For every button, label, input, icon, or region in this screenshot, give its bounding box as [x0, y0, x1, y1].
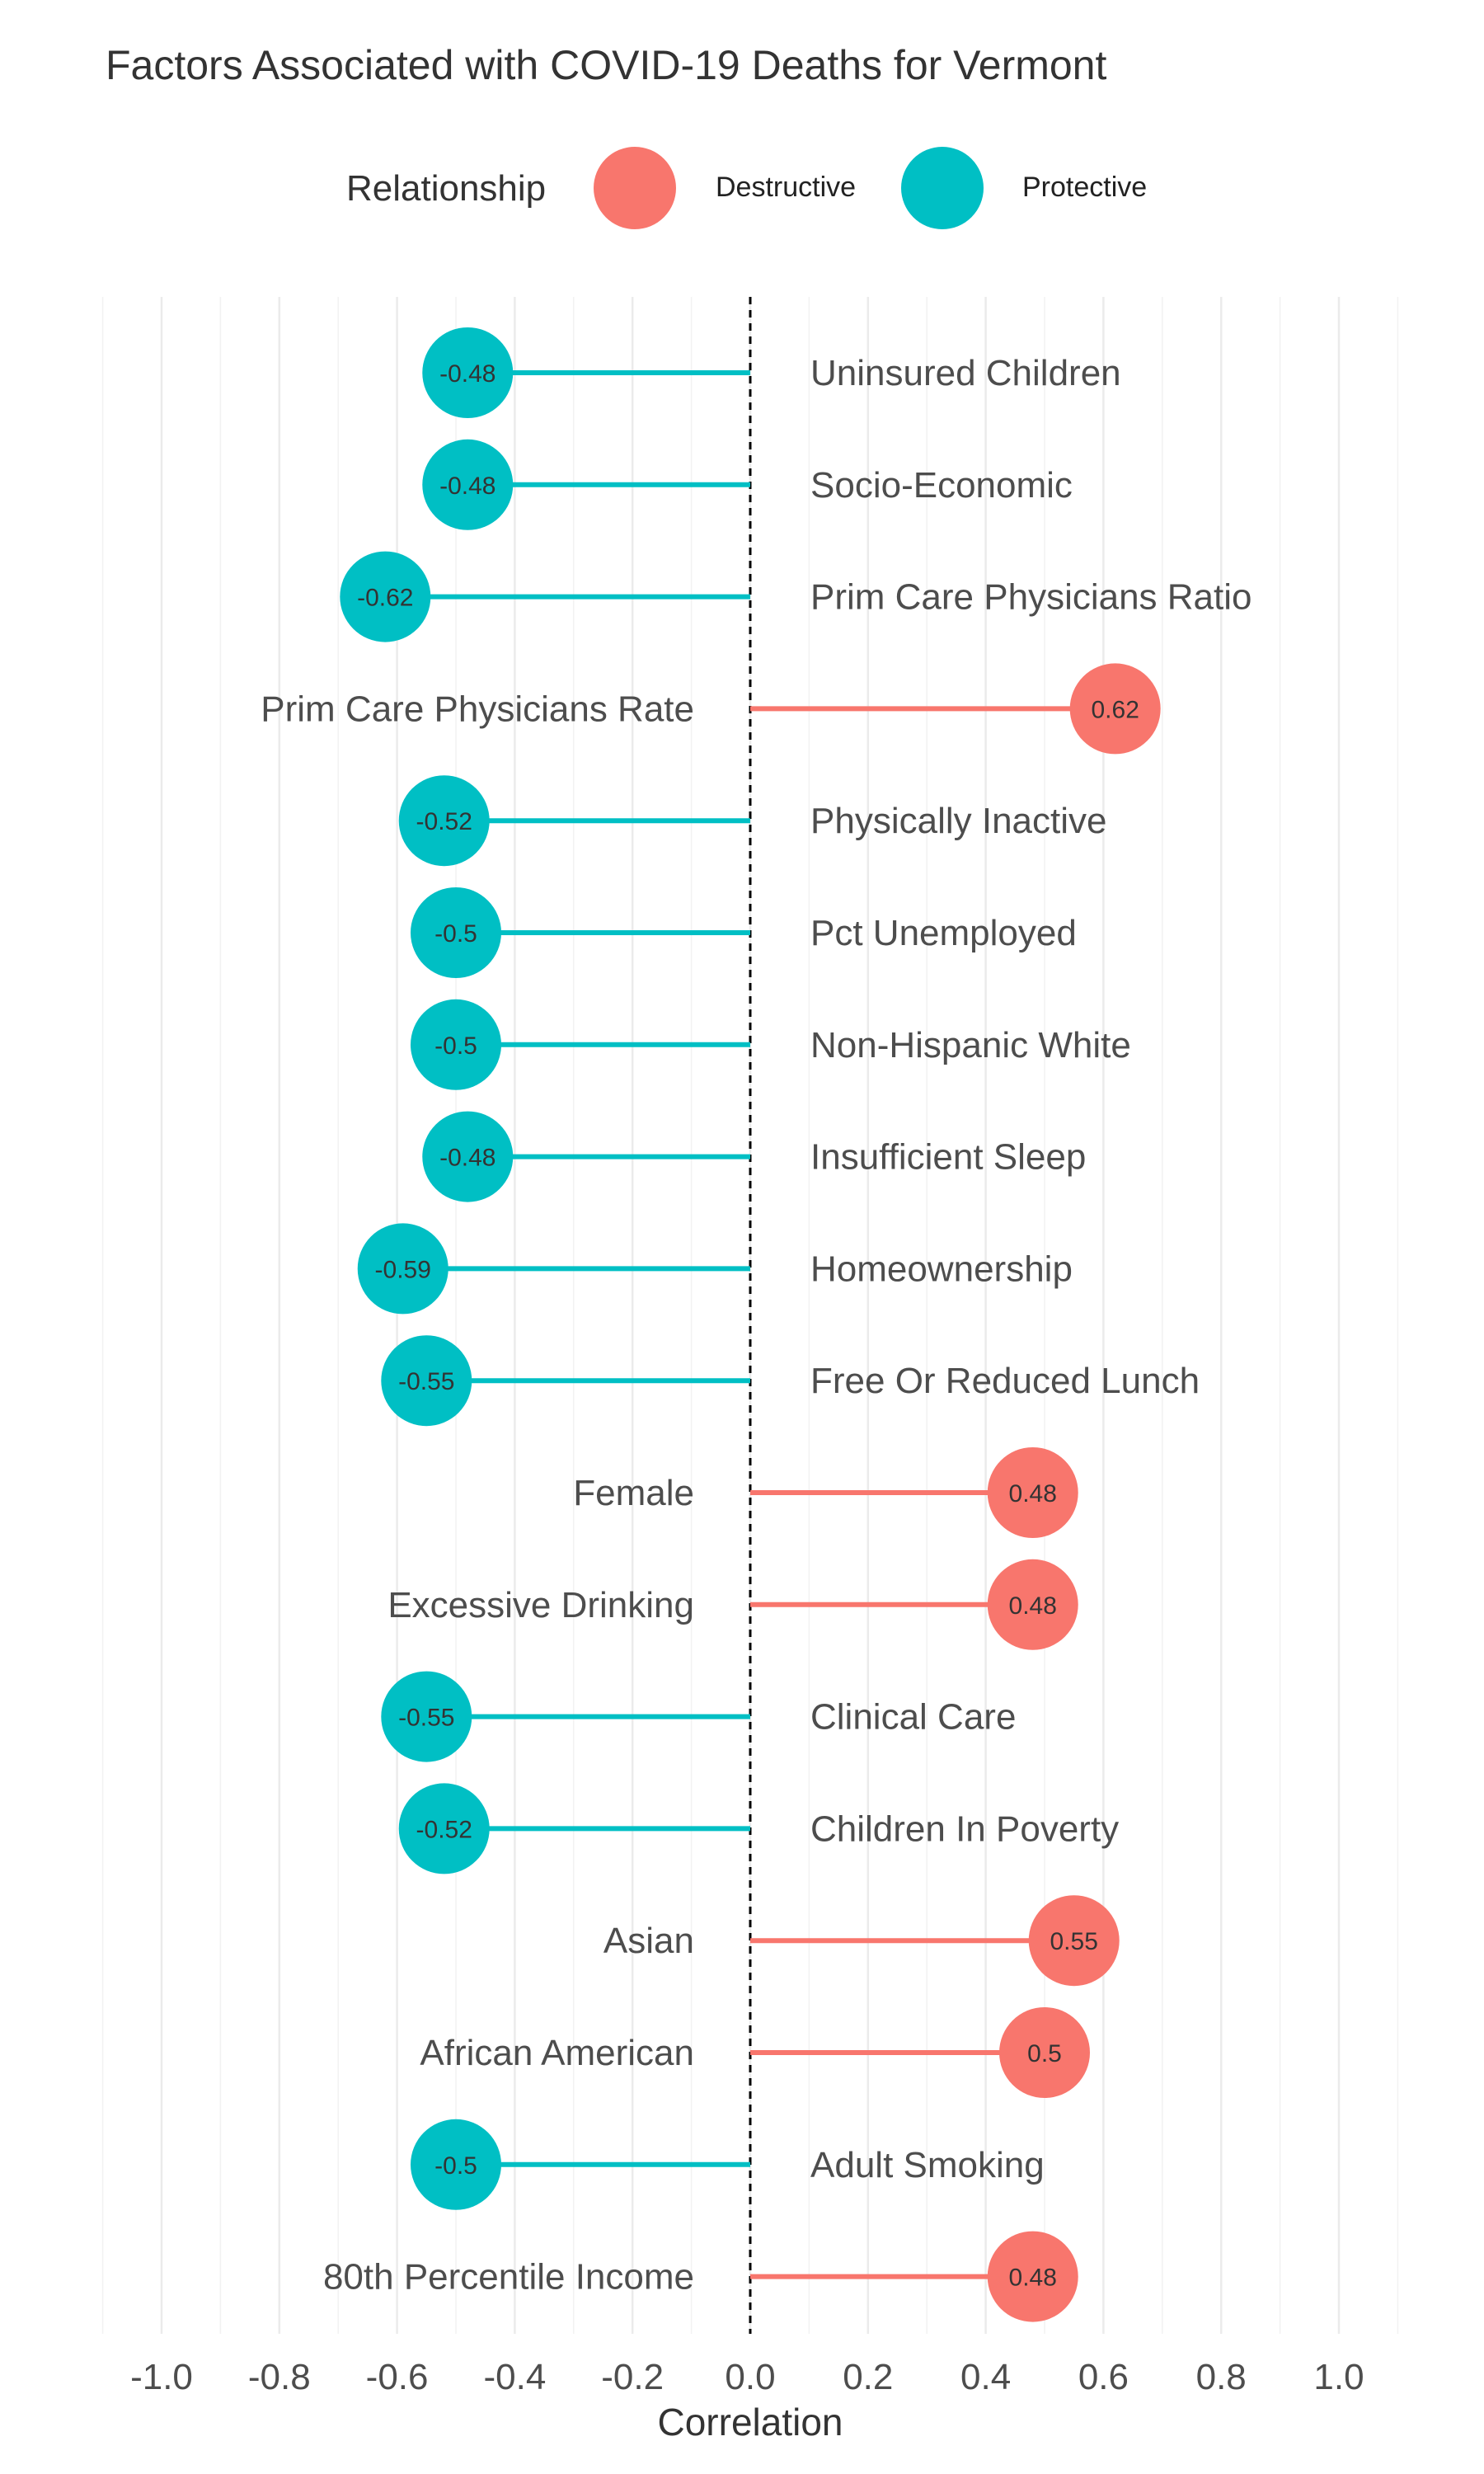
- category-label: Uninsured Children: [810, 353, 1121, 393]
- value-label: -0.52: [416, 1816, 472, 1843]
- legend: Relationship Destructive Protective: [0, 139, 1484, 238]
- x-tick-label: -0.2: [601, 2357, 664, 2397]
- x-tick-label: 0.4: [960, 2357, 1011, 2397]
- category-label: Free Or Reduced Lunch: [810, 1361, 1200, 1401]
- value-label: -0.5: [434, 2152, 477, 2180]
- x-tick-label: 0.6: [1078, 2357, 1129, 2397]
- category-label: Clinical Care: [810, 1697, 1016, 1738]
- x-tick-label: 1.0: [1313, 2357, 1364, 2397]
- value-label: -0.62: [357, 585, 413, 612]
- lollipop-point: [422, 1111, 514, 1202]
- category-label: African American: [420, 2033, 694, 2073]
- value-label: -0.55: [398, 1705, 454, 1732]
- category-label: Insufficient Sleep: [810, 1137, 1086, 1178]
- lollipop-point: [987, 2231, 1078, 2322]
- legend-swatch-protective: [901, 147, 984, 229]
- category-label: Prim Care Physicians Rate: [261, 689, 694, 729]
- legend-key-protective: [893, 139, 992, 238]
- value-label: 0.62: [1091, 696, 1139, 723]
- value-label: 0.48: [1009, 1480, 1057, 1507]
- lollipop-point: [987, 1447, 1078, 1538]
- x-tick-label: -0.4: [483, 2357, 546, 2397]
- category-label: Physically Inactive: [810, 801, 1106, 841]
- lollipop-point: [411, 887, 501, 978]
- category-label: Adult Smoking: [810, 2145, 1045, 2185]
- value-label: -0.48: [439, 360, 495, 388]
- lollipop-point: [411, 2119, 501, 2210]
- x-tick-label: 0.2: [843, 2357, 893, 2397]
- value-label: 0.5: [1027, 2040, 1062, 2067]
- legend-label-destructive: Destructive: [716, 172, 857, 203]
- category-label: Prim Care Physicians Ratio: [810, 577, 1252, 618]
- lollipop-point: [422, 439, 514, 530]
- category-label: 80th Percentile Income: [323, 2257, 694, 2298]
- category-label: Non-Hispanic White: [810, 1025, 1131, 1065]
- category-label: Homeownership: [810, 1249, 1073, 1289]
- category-label: Socio-Economic: [810, 465, 1073, 506]
- legend-title: Relationship: [346, 168, 547, 209]
- x-tick-label: 0.0: [725, 2357, 775, 2397]
- value-label: -0.52: [416, 808, 472, 835]
- lollipop-point: [999, 2007, 1090, 2098]
- lollipop-point: [422, 327, 514, 418]
- x-axis-title: Correlation: [658, 2401, 843, 2443]
- lollipop-point: [398, 1783, 490, 1874]
- lollipop-point: [381, 1335, 472, 1427]
- x-tick-label: -0.6: [366, 2357, 429, 2397]
- value-label: -0.59: [375, 1256, 431, 1283]
- value-label: -0.48: [439, 473, 495, 500]
- x-tick-label: -0.8: [248, 2357, 311, 2397]
- legend-key-destructive: [585, 139, 684, 238]
- value-label: 0.48: [1009, 2265, 1057, 2292]
- category-label: Female: [573, 1473, 694, 1513]
- lollipop-point: [1028, 1895, 1120, 1987]
- value-label: -0.5: [434, 1032, 477, 1060]
- value-label: 0.55: [1050, 1928, 1098, 1955]
- lollipop-point: [357, 1223, 448, 1315]
- category-label: Pct Unemployed: [810, 913, 1077, 953]
- value-label: -0.5: [434, 920, 477, 948]
- category-label: Children In Poverty: [810, 1808, 1119, 1849]
- legend-label-protective: Protective: [1022, 172, 1148, 203]
- value-label: 0.48: [1009, 1592, 1057, 1620]
- lollipop-point: [987, 1559, 1078, 1650]
- category-label: Asian: [603, 1921, 694, 1961]
- lollipop-point: [381, 1671, 472, 1762]
- legend-swatch-destructive: [594, 147, 676, 229]
- category-label: Excessive Drinking: [387, 1585, 694, 1625]
- value-label: -0.55: [398, 1368, 454, 1395]
- x-tick-label: -1.0: [130, 2357, 193, 2397]
- value-label: -0.48: [439, 1145, 495, 1172]
- x-tick-label: 0.8: [1196, 2357, 1247, 2397]
- chart-title: Factors Associated with COVID-19 Deaths …: [106, 42, 1107, 88]
- lollipop-point: [411, 999, 501, 1090]
- lollipop-point: [1069, 663, 1161, 755]
- lollipop-point: [398, 775, 490, 867]
- lollipop-point: [340, 551, 431, 642]
